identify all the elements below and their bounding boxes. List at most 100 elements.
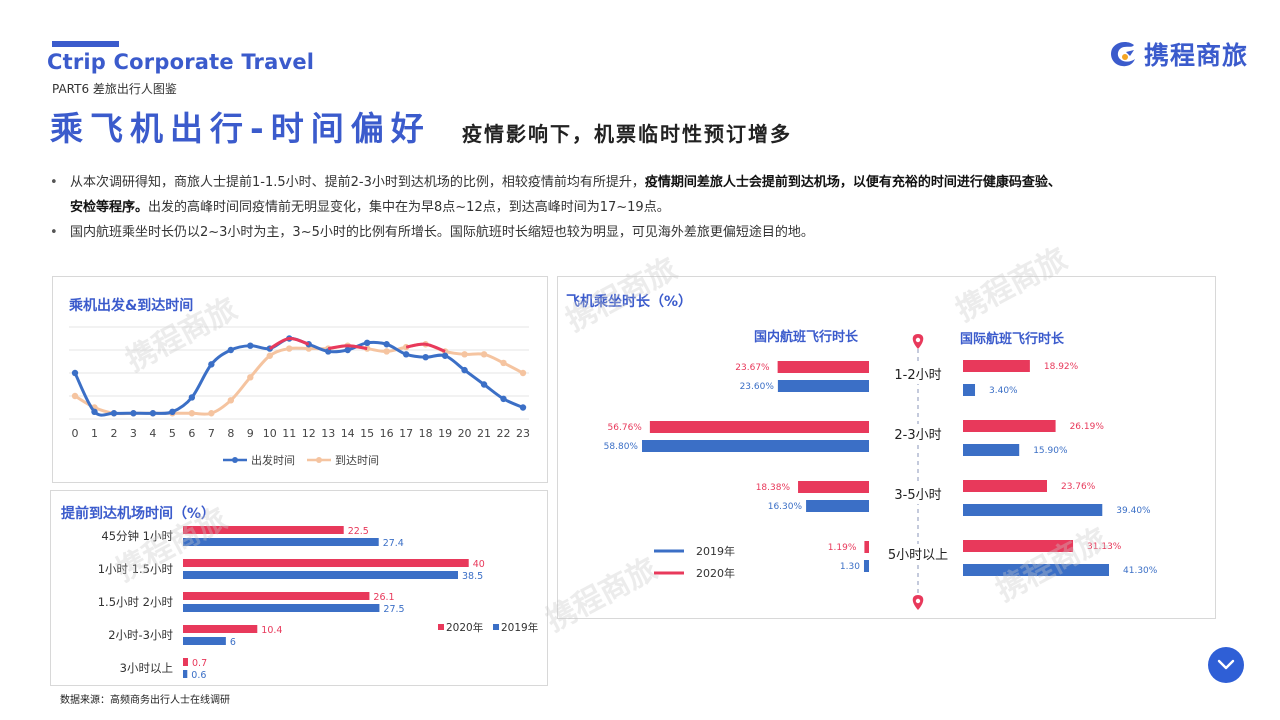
x-tick-label: 13 [321, 427, 335, 440]
location-pin-icon-dot [915, 337, 921, 343]
bar-2019-value: 38.5 [462, 571, 483, 582]
x-tick-label: 17 [399, 427, 413, 440]
line-chart-panel: 乘机出发&到达时间 0 1 2 3 4 5 6 7 8 9 10 11 12 13 14 15 16 17 18 19… [52, 276, 548, 483]
bar-2020-value: 10.4 [261, 625, 282, 636]
category-label: 5小时以上 [888, 548, 948, 563]
legend-2020-label: 2020年 [696, 566, 735, 580]
data-point [402, 351, 410, 358]
data-point [71, 369, 79, 377]
international-2019-value: 15.90% [1033, 446, 1068, 456]
category-label: 45分钟 1小时 [101, 529, 173, 543]
domestic-bar-2020 [864, 541, 869, 553]
international-2019-value: 41.30% [1123, 566, 1158, 576]
x-tick-label: 3 [130, 427, 137, 440]
international-bar-2019 [963, 564, 1109, 576]
page-subtitle: 疫情影响下，机票临时性预订增多 [462, 122, 792, 146]
bullet-1-emphasis-2: 安检等程序。 [70, 200, 149, 215]
brand-title: Ctrip Corporate Travel [47, 50, 315, 74]
x-tick-label: 7 [208, 427, 215, 440]
dolphin-logo-icon [1110, 41, 1135, 67]
duration-chart-title: 飞机乘坐时长（%） [566, 294, 693, 310]
data-point [480, 351, 488, 358]
bullet-1: 从本次调研得知，商旅人士提前1-1.5小时、提前2-3小时到达机场的比例，相较疫… [50, 170, 1240, 220]
bar-2020-value: 0.7 [192, 658, 207, 669]
category-label: 2小时-3小时 [108, 628, 173, 642]
category-label-bg [894, 544, 942, 564]
x-tick-label: 12 [302, 427, 316, 440]
x-tick-label: 2 [110, 427, 117, 440]
international-2020-value: 26.19% [1070, 422, 1105, 432]
international-2019-value: 3.40% [989, 386, 1018, 396]
x-tick-label: 9 [247, 427, 254, 440]
domestic-2020-value: 18.38% [756, 483, 791, 493]
bar-2019 [183, 604, 380, 612]
category-label: 1.5小时 2小时 [98, 595, 174, 609]
legend-arrival-marker [316, 457, 322, 463]
data-point [110, 410, 118, 417]
data-point [383, 341, 390, 348]
data-point [461, 351, 468, 358]
legend-departure-label: 出发时间 [251, 453, 295, 467]
x-tick-label: 23 [516, 427, 530, 440]
international-bar-2019 [963, 444, 1020, 456]
scroll-down-button[interactable] [1208, 647, 1244, 683]
data-point [227, 397, 235, 404]
data-point [500, 395, 507, 403]
domestic-bar-2019 [806, 500, 869, 512]
bar-2020 [183, 526, 344, 534]
domestic-bar-2019 [777, 380, 869, 392]
data-point [363, 339, 371, 347]
bar-2020-value: 26.1 [373, 592, 394, 603]
line-chart: 0 1 2 3 4 5 6 7 8 9 10 11 12 13 14 15 16 17 18 19 20 21 22 23出发… [69, 326, 530, 467]
data-point [266, 352, 273, 359]
x-tick-label: 6 [188, 427, 195, 440]
bar-2019-value: 27.4 [383, 538, 404, 549]
data-point [71, 392, 79, 400]
international-2019-value: 39.40% [1116, 506, 1151, 516]
legend-2019-label: 2019年 [696, 544, 735, 558]
domestic-2020-value: 1.19% [828, 543, 857, 553]
category-label: 3-5小时 [894, 488, 941, 503]
legend-arrival-label: 到达时间 [335, 454, 379, 467]
international-bar-2019 [963, 384, 976, 396]
duration-chart-panel: 飞机乘坐时长（%） 国内航班飞行时长 国际航班飞行时长 1-2小时 23.67% 23.… [557, 276, 1216, 619]
bar-2020 [183, 625, 258, 633]
chevron-down-icon [1217, 659, 1235, 670]
category-label: 2-3小时 [894, 428, 941, 443]
bullet-1-text: 从本次调研得知，商旅人士提前1-1.5小时、提前2-3小时到达机场的比例，相较疫… [70, 175, 645, 190]
category-label: 3小时以上 [120, 661, 173, 675]
international-2020-value: 23.76% [1061, 482, 1096, 492]
x-tick-label: 22 [497, 427, 511, 440]
international-2020-value: 18.92% [1044, 362, 1079, 372]
data-point [325, 348, 332, 355]
international-bar-2020 [963, 360, 1030, 372]
bar-2020 [183, 559, 469, 567]
domestic-bar-2020 [649, 421, 869, 433]
domestic-2019-value: 58.80% [604, 442, 639, 452]
data-point [188, 410, 196, 417]
bar-chart-panel: 提前到达机场时间（%） 45分钟 1小时 22.5 27.4 1小时 1.5小时 40 3… [50, 490, 548, 686]
ctrip-logo: 携程商旅 [1108, 36, 1248, 72]
legend-2019-label: 2019年 [501, 621, 538, 634]
domestic-bar-2019 [642, 440, 869, 452]
x-tick-label: 21 [477, 427, 491, 440]
bullet-1-tail: 出发的高峰时间同疫情前无明显变化，集中在为早8点~12点，到达高峰时间为17~1… [148, 200, 670, 215]
data-point [480, 381, 488, 388]
bar-2020-value: 22.5 [348, 526, 369, 537]
category-label: 1-2小时 [894, 368, 941, 383]
domestic-bar-2020 [798, 481, 869, 493]
data-point [247, 342, 254, 349]
data-point [441, 352, 449, 359]
x-tick-label: 5 [169, 427, 176, 440]
line-chart-title: 乘机出发&到达时间 [69, 298, 194, 314]
legend-departure-marker [232, 457, 238, 463]
x-tick-label: 4 [149, 427, 156, 440]
x-tick-label: 18 [419, 427, 433, 440]
data-source-note: 数据来源：高频商务出行人士在线调研 [60, 695, 230, 706]
header-accent-bar [52, 41, 119, 47]
data-point [247, 374, 254, 381]
peak-highlight [269, 336, 310, 350]
bullet-1-emphasis: 疫情期间差旅人士会提前到达机场，以便有充裕的时间进行健康码查验、 [644, 175, 1061, 190]
x-tick-label: 0 [72, 427, 79, 440]
x-tick-label: 20 [458, 427, 472, 440]
